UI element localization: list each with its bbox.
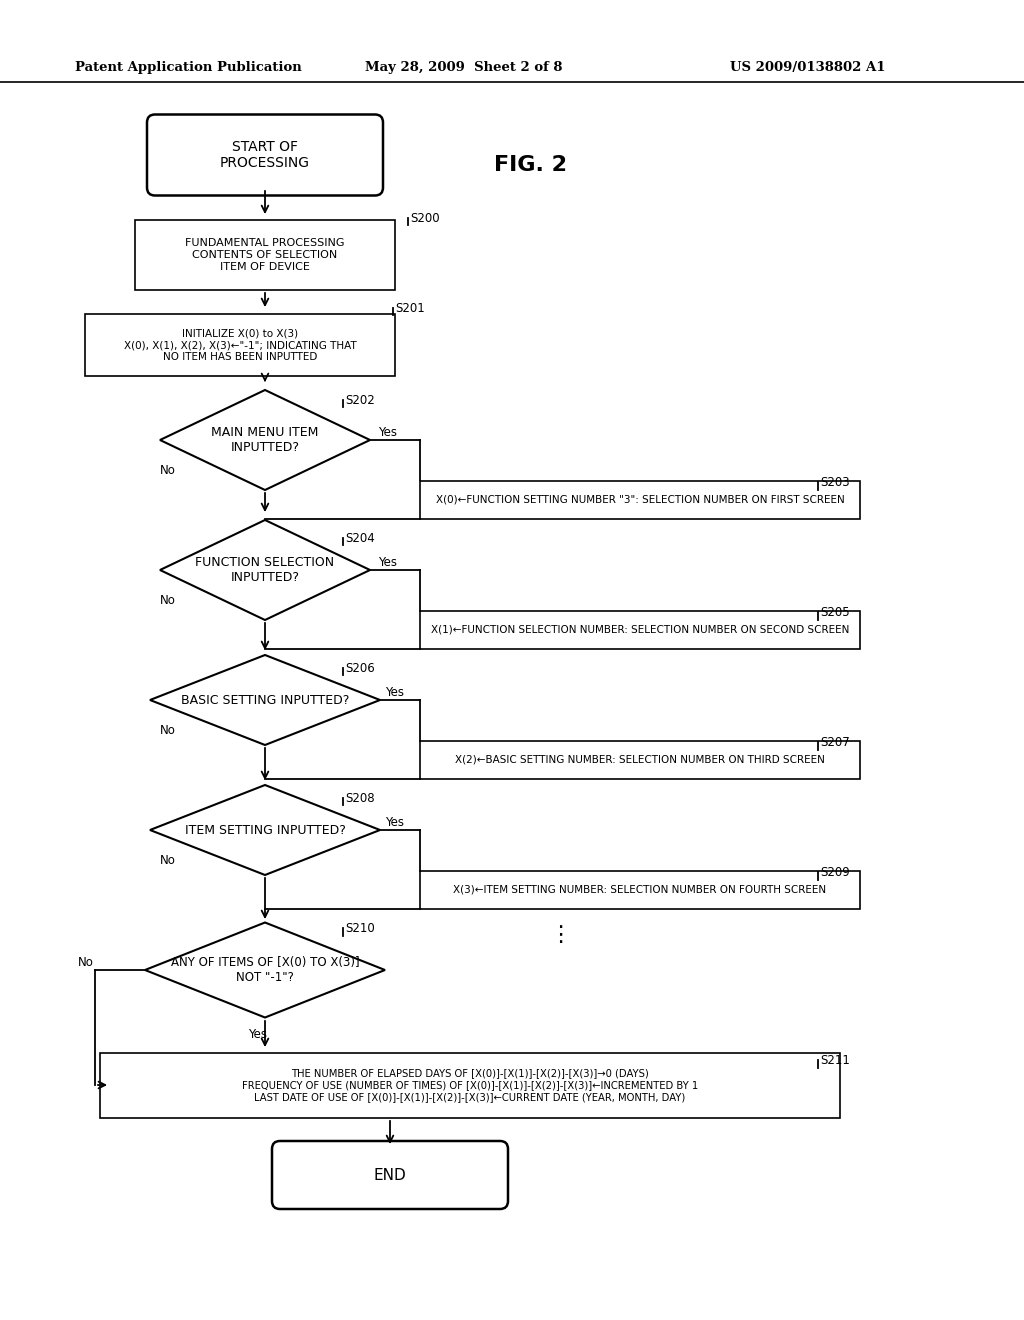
Text: S204: S204 [345, 532, 375, 544]
Text: S206: S206 [345, 661, 375, 675]
Text: START OF
PROCESSING: START OF PROCESSING [220, 140, 310, 170]
Text: ITEM SETTING INPUTTED?: ITEM SETTING INPUTTED? [184, 824, 345, 837]
Text: BASIC SETTING INPUTTED?: BASIC SETTING INPUTTED? [181, 693, 349, 706]
Text: S201: S201 [395, 301, 425, 314]
Text: No: No [160, 723, 176, 737]
Text: INITIALIZE X(0) to X(3)
X(0), X(1), X(2), X(3)←"-1"; INDICATING THAT
NO ITEM HAS: INITIALIZE X(0) to X(3) X(0), X(1), X(2)… [124, 329, 356, 362]
Text: X(3)←ITEM SETTING NUMBER: SELECTION NUMBER ON FOURTH SCREEN: X(3)←ITEM SETTING NUMBER: SELECTION NUMB… [454, 884, 826, 895]
Text: END: END [374, 1167, 407, 1183]
Polygon shape [150, 785, 380, 875]
Text: S209: S209 [820, 866, 850, 879]
Text: No: No [160, 854, 176, 866]
Bar [420, 871, 860, 909]
Text: Yes: Yes [385, 685, 404, 698]
Text: X(2)←BASIC SETTING NUMBER: SELECTION NUMBER ON THIRD SCREEN: X(2)←BASIC SETTING NUMBER: SELECTION NUM… [455, 755, 825, 766]
FancyBboxPatch shape [147, 115, 383, 195]
Text: Yes: Yes [385, 816, 404, 829]
Text: No: No [160, 594, 176, 606]
Bar [420, 741, 860, 779]
Text: Yes: Yes [378, 425, 397, 438]
Text: S203: S203 [820, 475, 850, 488]
Text: May 28, 2009  Sheet 2 of 8: May 28, 2009 Sheet 2 of 8 [365, 62, 562, 74]
Polygon shape [150, 655, 380, 744]
Text: S205: S205 [820, 606, 850, 619]
Text: S210: S210 [345, 921, 375, 935]
Text: X(0)←FUNCTION SETTING NUMBER "3": SELECTION NUMBER ON FIRST SCREEN: X(0)←FUNCTION SETTING NUMBER "3": SELECT… [435, 495, 845, 506]
Polygon shape [160, 389, 370, 490]
Text: Yes: Yes [249, 1028, 267, 1041]
Text: FIG. 2: FIG. 2 [494, 154, 566, 176]
Bar [135, 220, 395, 290]
Polygon shape [145, 923, 385, 1018]
Text: FUNCTION SELECTION
INPUTTED?: FUNCTION SELECTION INPUTTED? [196, 556, 335, 583]
Text: ⋮: ⋮ [549, 925, 571, 945]
Text: THE NUMBER OF ELAPSED DAYS OF [X(0)]-[X(1)]-[X(2)]-[X(3)]→0 (DAYS)
FREQUENCY OF : THE NUMBER OF ELAPSED DAYS OF [X(0)]-[X(… [242, 1068, 698, 1102]
Text: MAIN MENU ITEM
INPUTTED?: MAIN MENU ITEM INPUTTED? [211, 426, 318, 454]
Text: S208: S208 [345, 792, 375, 804]
Text: S202: S202 [345, 393, 375, 407]
Bar [420, 480, 860, 519]
Text: S211: S211 [820, 1053, 850, 1067]
Text: S207: S207 [820, 735, 850, 748]
Text: S200: S200 [410, 211, 439, 224]
Bar [100, 1052, 840, 1118]
Bar [85, 314, 395, 376]
Text: ANY OF ITEMS OF [X(0) TO X(3)]
NOT "-1"?: ANY OF ITEMS OF [X(0) TO X(3)] NOT "-1"? [171, 956, 359, 983]
Text: Yes: Yes [378, 556, 397, 569]
Text: No: No [78, 956, 94, 969]
Text: FUNDAMENTAL PROCESSING
CONTENTS OF SELECTION
ITEM OF DEVICE: FUNDAMENTAL PROCESSING CONTENTS OF SELEC… [185, 239, 345, 272]
Text: No: No [160, 463, 176, 477]
Text: X(1)←FUNCTION SELECTION NUMBER: SELECTION NUMBER ON SECOND SCREEN: X(1)←FUNCTION SELECTION NUMBER: SELECTIO… [431, 624, 849, 635]
Text: Patent Application Publication: Patent Application Publication [75, 62, 302, 74]
Polygon shape [160, 520, 370, 620]
Bar [420, 611, 860, 649]
FancyBboxPatch shape [272, 1140, 508, 1209]
Text: US 2009/0138802 A1: US 2009/0138802 A1 [730, 62, 886, 74]
